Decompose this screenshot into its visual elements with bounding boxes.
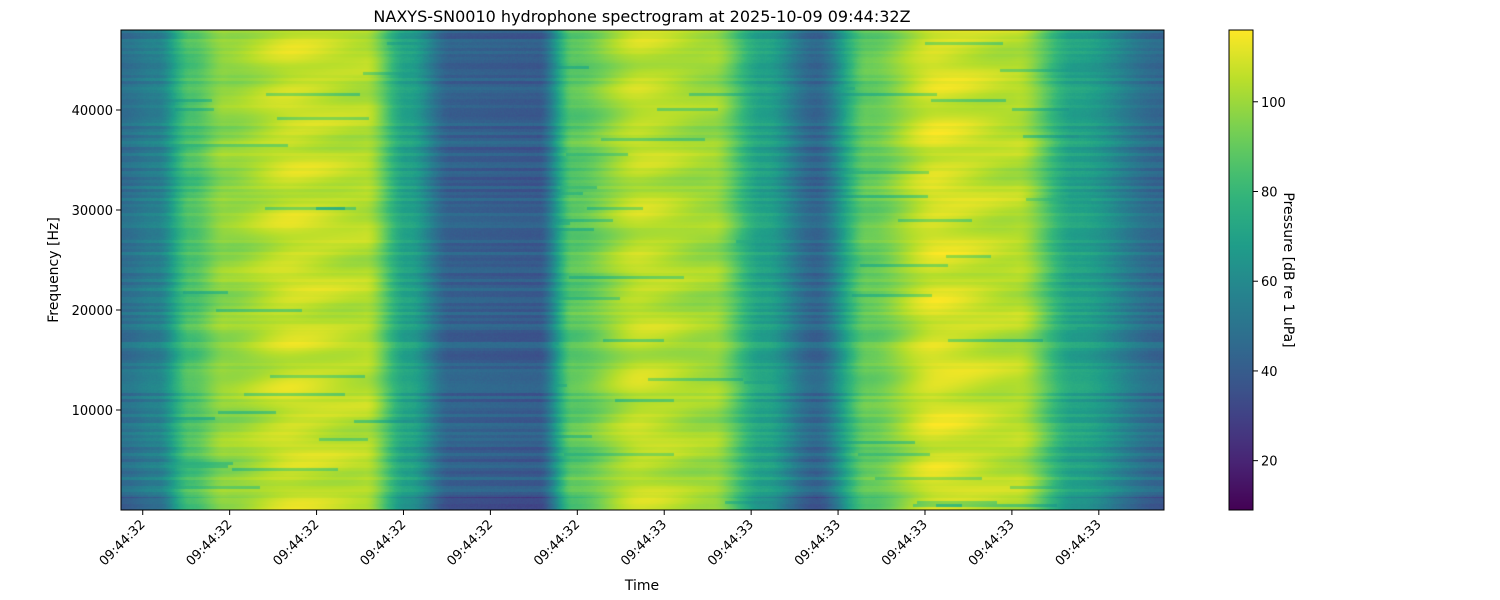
colorbar-ticks: 20 40 60 80 100 — [1253, 96, 1286, 470]
x-tick-label: 09:44:32 — [531, 517, 583, 569]
colorbar-tick-label: 100 — [1261, 96, 1286, 111]
colorbar-gradient — [1228, 29, 1254, 511]
colorbar-tick-label: 20 — [1261, 455, 1278, 470]
y-axis-label: Frequency [Hz] — [46, 217, 62, 323]
x-tick-label: 09:44:33 — [705, 517, 757, 569]
x-tick-label: 09:44:33 — [879, 517, 931, 569]
x-tick-label: 09:44:33 — [792, 517, 844, 569]
colorbar-label: Pressure [dB re 1 uPa] — [1280, 192, 1296, 347]
colorbar-tick-label: 40 — [1261, 365, 1278, 380]
x-axis: 09:44:32 09:44:32 09:44:32 09:44:32 09:44:32… — [97, 510, 1105, 569]
y-tick-label: 10000 — [72, 404, 113, 419]
x-tick-label: 09:44:32 — [357, 517, 409, 569]
x-tick-label: 09:44:32 — [270, 517, 322, 569]
plot-area — [120, 29, 1165, 511]
x-tick-label: 09:44:33 — [966, 517, 1018, 569]
plot-frame — [120, 29, 1165, 511]
chart-title: NAXYS-SN0010 hydrophone spectrogram at 2… — [373, 7, 910, 26]
y-tick-label: 20000 — [72, 304, 113, 319]
spectrogram-image — [121, 30, 1164, 510]
x-tick-label: 09:44:33 — [1053, 517, 1105, 569]
colorbar: 20 40 60 80 100 Pressure [dB re 1 uPa] — [1228, 29, 1296, 511]
y-axis: 10000 20000 30000 40000 — [72, 104, 121, 419]
x-tick-label: 09:44:32 — [444, 517, 496, 569]
x-tick-label: 09:44:32 — [184, 517, 236, 569]
x-tick-label: 09:44:32 — [97, 517, 149, 569]
colorbar-tick-label: 80 — [1261, 185, 1278, 200]
y-tick-label: 30000 — [72, 204, 113, 219]
colorbar-tick-label: 60 — [1261, 275, 1278, 290]
y-tick-label: 40000 — [72, 104, 113, 119]
x-axis-label: Time — [624, 578, 659, 594]
x-tick-label: 09:44:33 — [618, 517, 670, 569]
